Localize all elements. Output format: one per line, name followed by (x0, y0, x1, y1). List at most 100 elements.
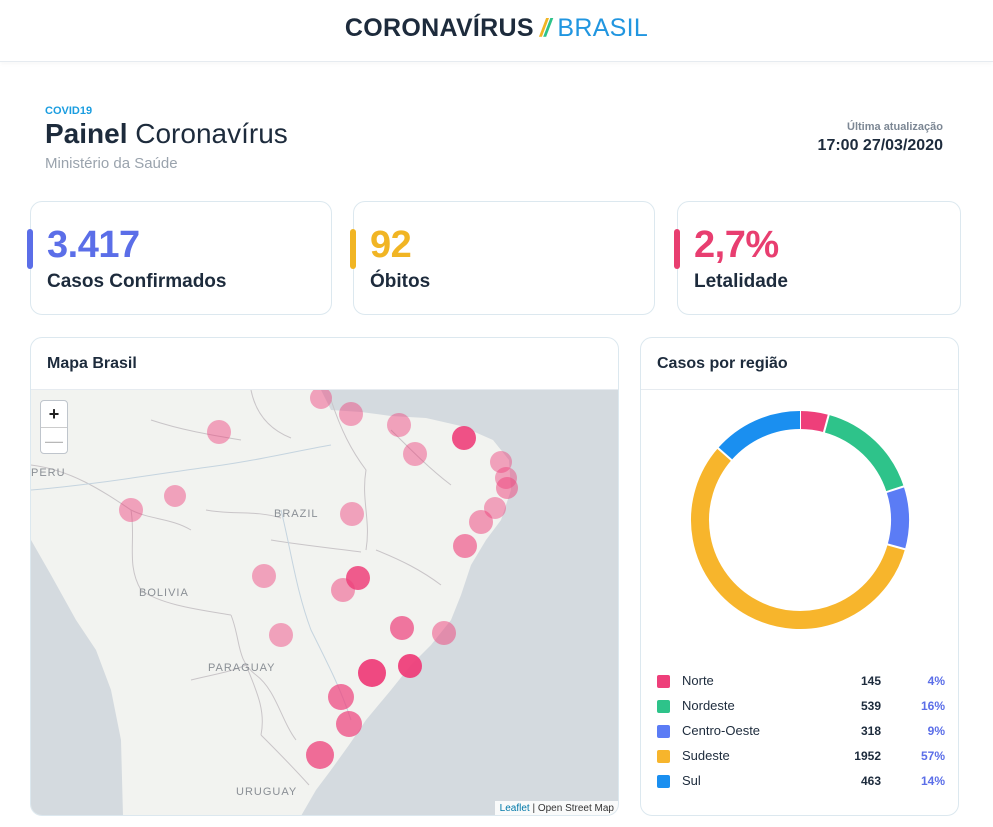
brand-left: CORONAVÍRUS (344, 14, 534, 42)
case-marker[interactable] (310, 390, 332, 409)
legend-row-nordeste[interactable]: Nordeste 539 16% (657, 697, 947, 717)
zoom-in-button[interactable]: + (48, 404, 60, 424)
brand-separator: / (539, 14, 548, 42)
label-bolivia: BOLIVIA (139, 587, 189, 599)
donut-slice-norte[interactable] (799, 411, 829, 433)
legend-swatch (657, 700, 670, 713)
legend-name: Sudeste (682, 748, 730, 763)
donut-slice-nordeste[interactable] (823, 414, 904, 493)
case-marker[interactable] (452, 426, 476, 450)
legend-percent: 14% (920, 774, 945, 788)
kpi-card-lethality: 2,7% Letalidade (674, 201, 961, 315)
case-marker[interactable] (496, 477, 518, 499)
ministry-subtitle: Ministério da Saúde (45, 155, 178, 172)
case-marker[interactable] (432, 621, 456, 645)
kpi-value: 3.417 (47, 224, 140, 266)
donut-slice-sudeste[interactable] (691, 448, 905, 629)
case-marker[interactable] (339, 402, 363, 426)
donut-slice-sul[interactable] (718, 411, 801, 461)
update-value: 17:00 27/03/2020 (817, 137, 943, 154)
kpi-accent-bar (27, 229, 33, 269)
zoom-control: + — (40, 400, 68, 454)
top-bar: CORONAVÍRUS//BRASIL (0, 0, 993, 62)
legend-name: Nordeste (682, 698, 735, 713)
kpi-card-deaths: 92 Óbitos (350, 201, 655, 315)
label-peru: PERU (31, 467, 66, 479)
title-rest: Coronavírus (135, 118, 288, 149)
donut-slice-centro-oeste[interactable] (886, 486, 909, 550)
kpi-accent-bar (674, 229, 680, 269)
legend-percent: 57% (920, 749, 945, 763)
case-marker[interactable] (453, 534, 477, 558)
update-label: Última atualização (847, 121, 943, 133)
leaflet-link[interactable]: Leaflet (499, 803, 530, 814)
kpi-card-cases: 3.417 Casos Confirmados (27, 201, 332, 315)
legend-row-sudeste[interactable]: Sudeste 1952 57% (657, 747, 947, 767)
brand-separator-2: / (544, 14, 552, 42)
legend-percent: 16% (920, 699, 945, 713)
kpi-value: 92 (370, 224, 412, 266)
slice-separator (885, 485, 905, 494)
case-marker[interactable] (164, 485, 186, 507)
legend-swatch (657, 675, 670, 688)
donut-chart (691, 410, 909, 629)
legend-count: 463 (860, 774, 881, 788)
legend-count: 1952 (854, 749, 881, 763)
kpi-label: Casos Confirmados (47, 271, 227, 292)
legend-swatch (657, 775, 670, 788)
legend-name: Sul (682, 773, 701, 788)
legend-count: 145 (860, 674, 881, 688)
slice-separator (822, 413, 830, 434)
borders (31, 390, 452, 786)
kpi-accent-bar (350, 229, 356, 269)
attribution-text: | Open Street Map (529, 803, 614, 814)
case-marker[interactable] (340, 502, 364, 526)
label-brazil: BRAZIL (274, 508, 319, 520)
legend-row-sul[interactable]: Sul 463 14% (657, 772, 947, 792)
kpi-label: Letalidade (694, 271, 788, 292)
case-marker[interactable] (358, 659, 386, 687)
label-paraguay: PARAGUAY (208, 662, 276, 674)
legend-row-norte[interactable]: Norte 145 4% (657, 672, 947, 692)
case-marker[interactable] (119, 498, 143, 522)
label-uruguay: URUGUAY (236, 786, 298, 798)
case-marker[interactable] (403, 442, 427, 466)
brand-logo[interactable]: CORONAVÍRUS//BRASIL (0, 14, 993, 43)
legend-swatch (657, 750, 670, 763)
legend-swatch (657, 725, 670, 738)
legend-row-centro-oeste[interactable]: Centro-Oeste 318 9% (657, 722, 947, 742)
slice-separator (716, 446, 733, 462)
case-marker[interactable] (207, 420, 231, 444)
map-view[interactable]: PERU BRAZIL BOLIVIA PARAGUAY URUGUAY + —… (31, 390, 618, 815)
case-marker[interactable] (331, 578, 355, 602)
map-attribution: Leaflet | Open Street Map (494, 801, 618, 815)
case-marker[interactable] (398, 654, 422, 678)
region-title: Casos por região (641, 338, 958, 390)
case-marker[interactable] (328, 684, 354, 710)
case-marker[interactable] (390, 616, 414, 640)
legend-name: Centro-Oeste (682, 723, 761, 738)
pacific (31, 540, 123, 815)
legend-percent: 4% (927, 674, 945, 688)
case-marker[interactable] (306, 741, 334, 769)
legend-name: Norte (682, 673, 714, 688)
legend-percent: 9% (927, 724, 945, 738)
case-marker[interactable] (469, 510, 493, 534)
case-marker[interactable] (336, 711, 362, 737)
kpi-label: Óbitos (370, 271, 431, 292)
legend-count: 539 (860, 699, 881, 713)
map-title: Mapa Brasil (31, 338, 618, 390)
title-bold: Painel (45, 118, 128, 149)
case-marker[interactable] (269, 623, 293, 647)
slice-separator (886, 543, 907, 551)
case-marker[interactable] (252, 564, 276, 588)
map-card: Mapa Brasil (30, 337, 619, 816)
page-title: Painel Coronavírus (45, 118, 288, 150)
zoom-out-button[interactable]: — (41, 427, 67, 453)
legend-count: 318 (860, 724, 881, 738)
kpi-value: 2,7% (694, 224, 779, 266)
panel-tag: COVID19 (45, 105, 93, 117)
case-marker[interactable] (490, 451, 512, 473)
continent (31, 390, 511, 815)
case-marker[interactable] (387, 413, 411, 437)
